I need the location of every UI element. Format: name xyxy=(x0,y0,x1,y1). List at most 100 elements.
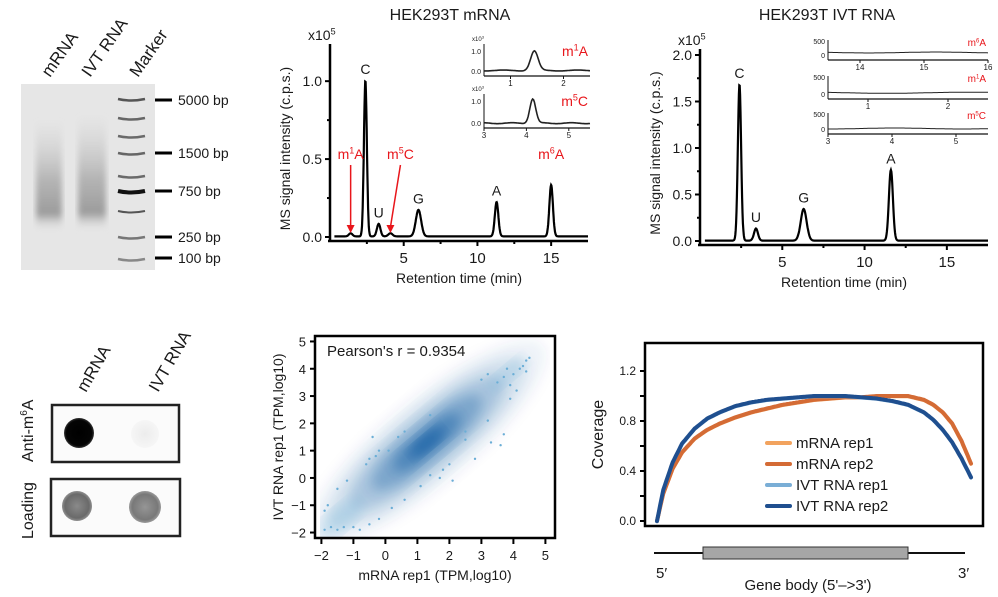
chromatogram-trace xyxy=(334,79,588,238)
marker-label: 5000 bp xyxy=(178,92,229,108)
inset-x-tick-label: 4 xyxy=(524,131,529,140)
scatter-point xyxy=(377,449,381,452)
y-tick-label: 0.5 xyxy=(673,187,693,203)
y-axis-label: Coverage xyxy=(590,400,607,469)
dot-ivt-anti-m6a xyxy=(131,420,159,448)
scatter-point xyxy=(368,523,371,526)
scatter-point xyxy=(323,528,326,532)
x-tick-label: 10 xyxy=(469,250,486,267)
peak-label-modified: m6A xyxy=(538,146,565,162)
inset-label: m6A xyxy=(968,38,987,49)
y-tick-label: 0.0 xyxy=(303,229,323,245)
scatter-point xyxy=(371,435,374,439)
inset-y-multiplier: x103 xyxy=(472,35,485,43)
scatter-point xyxy=(502,433,505,436)
y-tick-label: −1 xyxy=(291,498,306,513)
y-tick-label: 0.0 xyxy=(673,233,693,249)
inset-label: m5C xyxy=(561,93,588,109)
inset-y-tick-label: 0 xyxy=(821,53,825,60)
y-tick-label: 0 xyxy=(299,471,306,486)
dot-blot-column-label: IVT RNA xyxy=(145,327,195,395)
inset-y-tick-label: 0.0 xyxy=(471,121,481,128)
x-tick-label: 3 xyxy=(478,548,485,563)
peak-label: A xyxy=(492,183,502,199)
peak-arrow xyxy=(389,164,402,228)
peak-label: U xyxy=(374,205,384,221)
scatter-point xyxy=(429,474,432,477)
y-axis-label: MS signal intensity (c.p.s.) xyxy=(647,71,663,234)
inset-x-tick-label: 3 xyxy=(826,137,831,146)
ladder-band xyxy=(117,210,146,214)
x-tick-label: 4 xyxy=(510,548,517,563)
gel-smear-ivt xyxy=(78,115,106,230)
scatter-point xyxy=(515,389,518,392)
y-tick-label: 1 xyxy=(299,444,306,459)
peak-label: C xyxy=(360,61,370,77)
x-tick-label: 0 xyxy=(382,548,389,563)
scatter-point xyxy=(489,441,493,444)
density-layer xyxy=(410,427,444,458)
scatter-point xyxy=(502,375,505,379)
gel-smear-mrna xyxy=(36,120,62,230)
inset-trace xyxy=(828,91,988,94)
scatter-point xyxy=(448,463,451,466)
dot-mrna-anti-m6a xyxy=(64,418,94,448)
x-tick-label: 15 xyxy=(543,250,560,267)
dot-ivt-loading xyxy=(129,491,161,523)
scatter-point xyxy=(374,454,377,458)
peak-label: C xyxy=(734,65,744,81)
scatter-point xyxy=(473,457,477,461)
x-tick-label: 1 xyxy=(414,548,421,563)
y-tick-label: 3 xyxy=(299,389,306,404)
scatter-point xyxy=(509,397,512,400)
scatter-point xyxy=(464,430,467,433)
y-tick-label: 1.0 xyxy=(303,73,323,89)
inset-y-tick-label: 0 xyxy=(821,92,825,99)
inset-x-tick-label: 2 xyxy=(946,102,951,111)
y-tick-label: 0.0 xyxy=(619,514,636,528)
x-axis-label: mRNA rep1 (TPM,log10) xyxy=(358,567,511,583)
scatter-point xyxy=(368,457,371,461)
scatter-point xyxy=(352,525,355,529)
scatter-point xyxy=(505,367,509,370)
inset-label: m1A xyxy=(968,74,987,85)
inset-m5C: 0.0 1.0 3 4 5 x103 m5C xyxy=(471,85,591,140)
legend-label: IVT RNA rep2 xyxy=(796,498,888,515)
scatter-point xyxy=(525,370,528,373)
x-tick-label: 5 xyxy=(542,548,549,563)
coverage-line xyxy=(655,394,973,523)
peak-label-modified: m5C xyxy=(387,146,414,162)
scatter-point xyxy=(403,430,406,433)
chart-title: HEK293T IVT RNA xyxy=(759,7,896,24)
scatter-point xyxy=(499,443,502,447)
y-tick-label: 1.0 xyxy=(673,140,693,156)
gel-lane-label: mRNA xyxy=(38,28,83,80)
scatter-point xyxy=(345,479,349,482)
inset-y-tick-label: 0 xyxy=(821,127,825,134)
dot-blot-panel: mRNA IVT RNA Anti-m6A Loading xyxy=(19,327,195,539)
scatter-point xyxy=(390,506,393,510)
peak-arrowhead xyxy=(386,225,395,233)
scatter-point xyxy=(377,517,381,521)
inset-x-tick-label: 5 xyxy=(567,131,572,140)
x-tick-label: 5 xyxy=(400,250,408,267)
scatter-point xyxy=(403,498,406,501)
inset-m1A: 0 500 1 2 m1A xyxy=(813,74,988,111)
inset-x-tick-label: 3 xyxy=(482,131,487,140)
peak-label: G xyxy=(413,191,424,207)
y-tick-label: 0.5 xyxy=(303,151,323,167)
legend-label: mRNA rep1 xyxy=(796,435,874,452)
dot-blot-row-label: Anti-m6A xyxy=(19,399,37,462)
scatter-point xyxy=(496,381,499,384)
inset-y-tick-label: 1.0 xyxy=(471,49,481,56)
scatter-point xyxy=(323,509,326,512)
marker-label: 750 bp xyxy=(178,183,221,199)
scatter-point xyxy=(329,525,333,529)
inset-trace xyxy=(827,51,989,54)
inset-m6A: 0 500 14 15 16 m6A xyxy=(813,38,993,72)
x-axis-label: Retention time (min) xyxy=(396,270,522,286)
density-layer xyxy=(320,499,362,538)
coverage-plot: 0.0 0.4 0.8 1.2 Coverage mRNA rep1 mRNA rep2 IV… xyxy=(590,341,985,594)
y-tick-label: 1.2 xyxy=(619,364,636,378)
